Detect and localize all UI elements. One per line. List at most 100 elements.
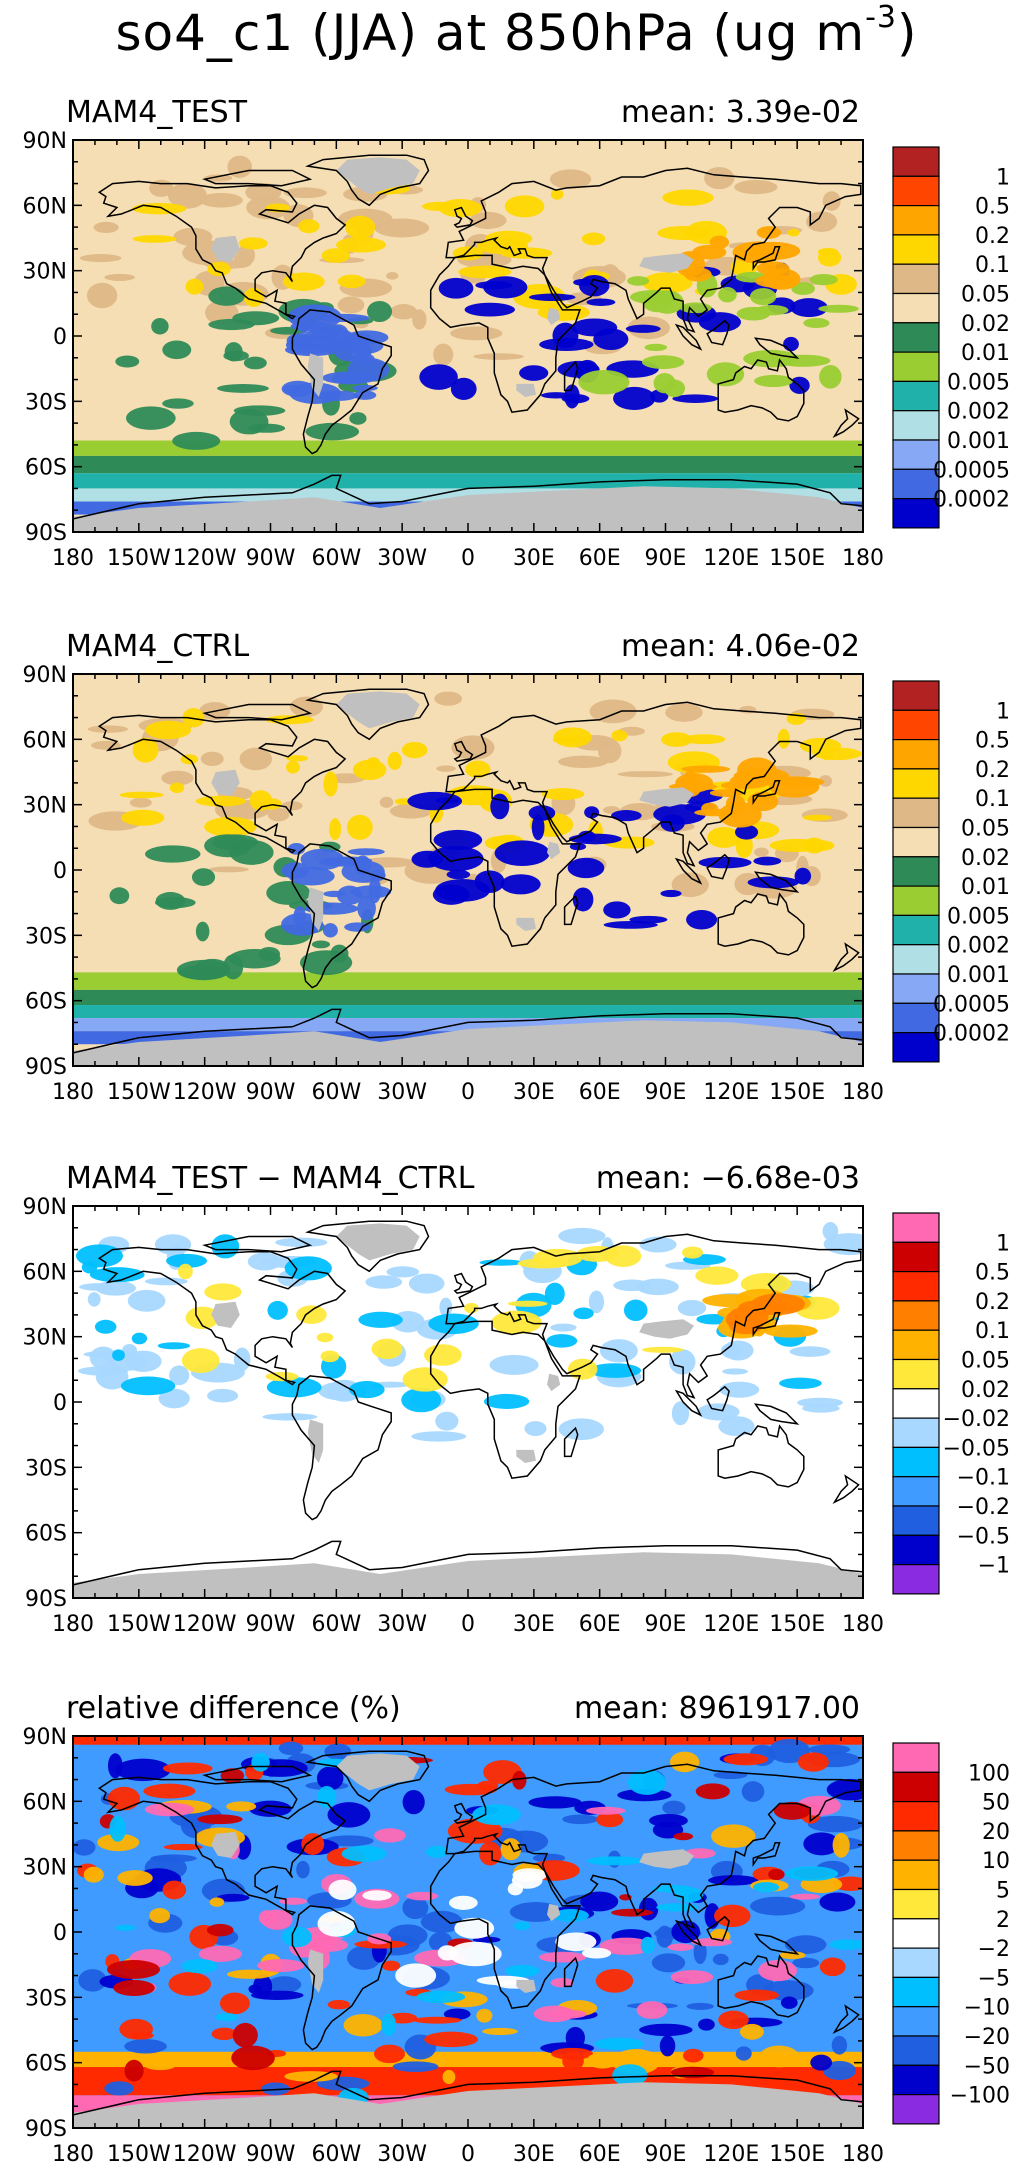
- colorbar-swatch: [892, 1800, 940, 1832]
- contour-blob: [734, 824, 759, 840]
- contour-blob: [562, 1814, 599, 1825]
- contour-blob: [424, 1344, 462, 1366]
- contour-blob: [317, 1910, 356, 1937]
- contour-blob: [162, 398, 194, 409]
- contour-blob: [387, 751, 402, 771]
- contour-blob: [528, 805, 556, 821]
- map-field: [73, 1206, 863, 1598]
- x-tick-label: 150E: [769, 2142, 825, 2167]
- contour-blob: [681, 1246, 703, 1259]
- colorbar-swatch: [892, 439, 940, 470]
- contour-blob: [198, 1945, 242, 1962]
- colorbar-label: 0.005: [947, 370, 1010, 395]
- colorbar-swatch: [892, 944, 940, 975]
- x-tick-label: 180: [842, 2142, 884, 2167]
- colorbar-label: 0.0002: [933, 1022, 1010, 1047]
- missing-data-area: [211, 769, 240, 796]
- contour-blob: [334, 372, 369, 384]
- contour-blob: [817, 247, 839, 257]
- contour-blob: [91, 740, 121, 750]
- coastline-madagascar: [563, 894, 579, 926]
- contour-blob: [442, 2069, 456, 2085]
- colorbar-swatch: [892, 322, 940, 353]
- zonal-band: [73, 989, 863, 1006]
- y-tick-label: 30N: [23, 1326, 67, 1351]
- x-tick-label: 120W: [173, 1612, 237, 1637]
- contour-blob: [805, 211, 838, 232]
- contour-blob: [660, 814, 685, 832]
- contour-blob: [351, 332, 372, 345]
- contour-blob: [209, 866, 249, 873]
- missing-data-area: [73, 486, 863, 532]
- contour-blob: [639, 2023, 693, 2037]
- contour-blob: [648, 1813, 688, 1828]
- colorbar-label: 1: [996, 165, 1010, 190]
- contour-blob: [819, 1957, 846, 1977]
- x-tick-label: 180: [52, 546, 94, 571]
- colorbar-swatch: [892, 797, 940, 829]
- x-tick-label: 0: [461, 1080, 475, 1105]
- contour-blob: [749, 288, 777, 306]
- contour-blob: [124, 2059, 144, 2082]
- colorbar-swatch: [892, 1241, 940, 1273]
- coastline-borneo: [706, 853, 730, 880]
- panel-mean: mean: 8961917.00: [574, 1691, 860, 1726]
- contour-blob: [776, 354, 831, 367]
- colorbar: 1 0.5 0.2 0.1 0.05 0.02 −0.02 −0.05 −0.1 −0.2 −0.5…: [892, 1212, 1010, 1595]
- contour-blob: [115, 1758, 171, 1782]
- contour-blob: [681, 765, 731, 773]
- contour-blob: [296, 1860, 310, 1879]
- contour-blob: [629, 915, 668, 924]
- missing-data-area: [516, 917, 536, 931]
- colorbar-swatch: [892, 1534, 940, 1566]
- contour-blob: [491, 1310, 542, 1335]
- contour-blob: [641, 355, 685, 370]
- x-tick-label: 150E: [769, 546, 825, 571]
- coastline-australia: [717, 1424, 805, 1488]
- colorbar-label: 0.02: [961, 1378, 1010, 1403]
- contour-blob: [613, 386, 656, 411]
- contour-blob: [293, 905, 306, 929]
- missing-data-area: [639, 253, 694, 273]
- contour-blob: [799, 737, 842, 754]
- coastline-antarctica: [73, 2070, 863, 2128]
- zonal-band: [73, 972, 863, 990]
- contour-blob: [327, 1802, 371, 1828]
- contour-blob: [145, 720, 192, 740]
- missing-data-area: [307, 887, 324, 931]
- y-tick-label: 30S: [25, 390, 67, 415]
- contour-blob: [328, 1879, 357, 1901]
- contour-blob: [81, 1261, 98, 1274]
- contour-blob: [260, 798, 282, 810]
- colorbar-label: 5: [996, 1879, 1010, 1904]
- coastline-new-zealand: [832, 942, 860, 973]
- missing-data-area: [211, 1301, 240, 1328]
- contour-blob: [206, 1923, 234, 1937]
- coastline-uk: [453, 1272, 474, 1294]
- coastline-africa: [429, 788, 581, 948]
- contour-blob: [636, 2001, 668, 2019]
- contour-blob: [758, 1959, 798, 1982]
- contour-blob: [335, 237, 387, 253]
- contour-blob: [129, 797, 152, 808]
- contour-blob: [131, 1332, 148, 1345]
- contour-blob: [236, 244, 256, 266]
- contour-blob: [447, 1818, 503, 1844]
- coastline-sumatra: [674, 323, 703, 351]
- contour-blob: [464, 302, 515, 317]
- contour-blob: [548, 2009, 587, 2019]
- contour-blob: [586, 1806, 626, 1815]
- coastline-new-guinea: [753, 871, 800, 893]
- contour-blob: [424, 2031, 478, 2048]
- colorbar-label: 0.0005: [933, 458, 1010, 483]
- y-tick-label: 0: [53, 1391, 67, 1416]
- contour-blob: [558, 1227, 606, 1245]
- coastline-south-america: [291, 309, 392, 455]
- contour-blob: [672, 394, 718, 403]
- colorbar-swatch: [892, 709, 940, 741]
- contour-blob: [337, 296, 365, 314]
- missing-data-area: [211, 1831, 240, 1858]
- contour-blob: [695, 1783, 730, 1800]
- contour-blob: [528, 293, 576, 301]
